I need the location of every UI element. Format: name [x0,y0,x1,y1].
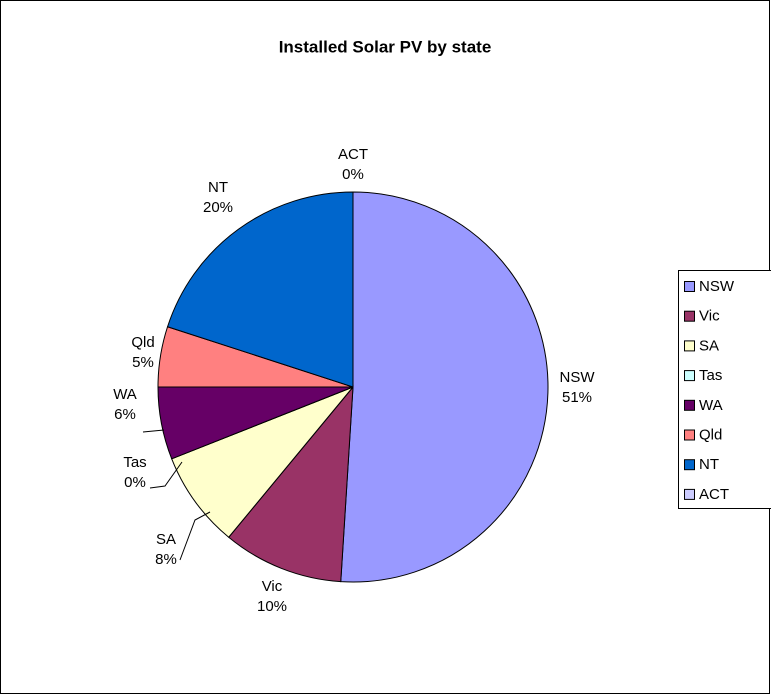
slice-label: Vic [262,578,283,595]
slice-value-label: 51% [562,389,592,406]
slice-label: NSW [560,369,596,386]
legend-label: SA [699,337,719,354]
slice-value-label: 0% [342,166,364,183]
legend-label: NSW [699,278,735,295]
legend-swatch [685,489,695,499]
slice-value-label: 20% [203,199,233,216]
slice-label: SA [156,531,176,548]
slice-label: Qld [131,334,154,351]
legend-swatch [685,430,695,440]
slice-value-label: 8% [155,551,177,568]
legend-swatch [685,311,695,321]
legend-label: Vic [699,308,720,325]
legend-swatch [685,341,695,351]
legend-label: Tas [699,367,722,384]
legend-swatch [685,460,695,470]
slice-value-label: 0% [124,474,146,491]
legend-label: Qld [699,426,722,443]
slice-value-label: 5% [132,354,154,371]
slice-label: ACT [338,146,368,163]
legend-label: ACT [699,486,729,503]
legend-label: WA [699,397,723,414]
legend-box [679,271,771,509]
slice-value-label: 10% [257,598,287,615]
legend-label: NT [699,456,719,473]
slice-label: WA [113,386,137,403]
chart-title: Installed Solar PV by state [279,37,492,56]
legend-swatch [685,282,695,292]
slice-label: Tas [123,454,146,471]
slice-value-label: 6% [114,406,136,423]
legend-swatch [685,400,695,410]
legend-swatch [685,371,695,381]
slice-label: NT [208,179,228,196]
